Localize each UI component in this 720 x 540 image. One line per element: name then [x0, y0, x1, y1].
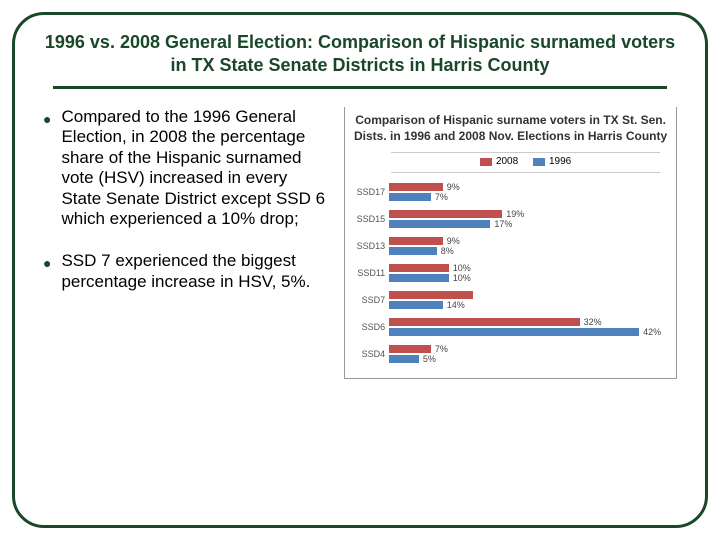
chart-panel: Comparison of Hispanic surname voters in… — [344, 107, 677, 379]
bar-cluster: SSD1519%17% — [389, 210, 670, 229]
bullet-item: ● SSD 7 experienced the biggest percenta… — [43, 251, 326, 292]
bar-cluster: SSD632%42% — [389, 318, 670, 337]
bar-cluster: SSD1110%10% — [389, 264, 670, 283]
bar-row-2008: 9% — [389, 237, 670, 246]
category-label: SSD15 — [351, 214, 385, 224]
bar-value-1996: 10% — [453, 273, 471, 283]
legend-swatch-2008 — [480, 158, 492, 166]
bar-2008 — [389, 210, 502, 218]
bar-2008 — [389, 264, 449, 272]
bar-value-1996: 7% — [435, 192, 448, 202]
bar-row-2008: 19% — [389, 210, 670, 219]
category-label: SSD17 — [351, 187, 385, 197]
bar-row-1996: 7% — [389, 193, 670, 202]
chart-title: Comparison of Hispanic surname voters in… — [351, 113, 670, 144]
content-row: ● Compared to the 1996 General Election,… — [43, 107, 677, 379]
category-label: SSD7 — [351, 295, 385, 305]
slide-title: 1996 vs. 2008 General Election: Comparis… — [43, 31, 677, 76]
bar-cluster: SSD139%8% — [389, 237, 670, 256]
bar-value-2008: 7% — [435, 344, 448, 354]
bar-value-2008: 19% — [506, 209, 524, 219]
chart-body: SSD179%7%SSD1519%17%SSD139%8%SSD1110%10%… — [351, 183, 670, 364]
bar-row-2008: 32% — [389, 318, 670, 327]
category-label: SSD4 — [351, 349, 385, 359]
bar-1996 — [389, 247, 437, 255]
bar-cluster: SSD714% — [389, 291, 670, 310]
bar-row-1996: 5% — [389, 355, 670, 364]
bar-row-2008: 9% — [389, 183, 670, 192]
bar-value-1996: 5% — [423, 354, 436, 364]
chart-legend: 2008 1996 — [391, 152, 660, 173]
bar-2008 — [389, 183, 443, 191]
bullet-dot-icon: ● — [43, 111, 51, 229]
bar-row-2008 — [389, 291, 670, 300]
bar-row-1996: 42% — [389, 328, 670, 337]
bullet-text: Compared to the 1996 General Election, i… — [61, 107, 326, 229]
bar-row-1996: 17% — [389, 220, 670, 229]
bullet-text: SSD 7 experienced the biggest percentage… — [61, 251, 326, 292]
bar-1996 — [389, 274, 449, 282]
bar-value-2008: 32% — [584, 317, 602, 327]
bar-2008 — [389, 237, 443, 245]
bar-value-2008: 9% — [447, 182, 460, 192]
bar-row-1996: 8% — [389, 247, 670, 256]
bar-2008 — [389, 318, 579, 326]
bar-value-2008: 10% — [453, 263, 471, 273]
bullet-dot-icon: ● — [43, 255, 51, 292]
bar-2008 — [389, 345, 431, 353]
category-label: SSD6 — [351, 322, 385, 332]
bar-value-2008: 9% — [447, 236, 460, 246]
bar-cluster: SSD47%5% — [389, 345, 670, 364]
bullet-item: ● Compared to the 1996 General Election,… — [43, 107, 326, 229]
bar-1996 — [389, 220, 490, 228]
bar-row-1996: 10% — [389, 274, 670, 283]
bar-row-2008: 7% — [389, 345, 670, 354]
bar-1996 — [389, 355, 419, 363]
bar-value-1996: 17% — [494, 219, 512, 229]
legend-swatch-1996 — [533, 158, 545, 166]
legend-label: 1996 — [549, 156, 571, 167]
legend-item-2008: 2008 — [480, 156, 518, 167]
bar-row-2008: 10% — [389, 264, 670, 273]
bar-1996 — [389, 328, 639, 336]
legend-item-1996: 1996 — [533, 156, 571, 167]
category-label: SSD13 — [351, 241, 385, 251]
bar-row-1996: 14% — [389, 301, 670, 310]
legend-label: 2008 — [496, 156, 518, 167]
bar-cluster: SSD179%7% — [389, 183, 670, 202]
bar-value-1996: 8% — [441, 246, 454, 256]
category-label: SSD11 — [351, 268, 385, 278]
bar-value-1996: 42% — [643, 327, 661, 337]
slide-frame: 1996 vs. 2008 General Election: Comparis… — [12, 12, 708, 528]
bar-2008 — [389, 291, 472, 299]
bar-1996 — [389, 193, 431, 201]
bullet-list: ● Compared to the 1996 General Election,… — [43, 107, 326, 379]
bar-value-1996: 14% — [447, 300, 465, 310]
title-divider — [53, 86, 667, 89]
bar-1996 — [389, 301, 443, 309]
